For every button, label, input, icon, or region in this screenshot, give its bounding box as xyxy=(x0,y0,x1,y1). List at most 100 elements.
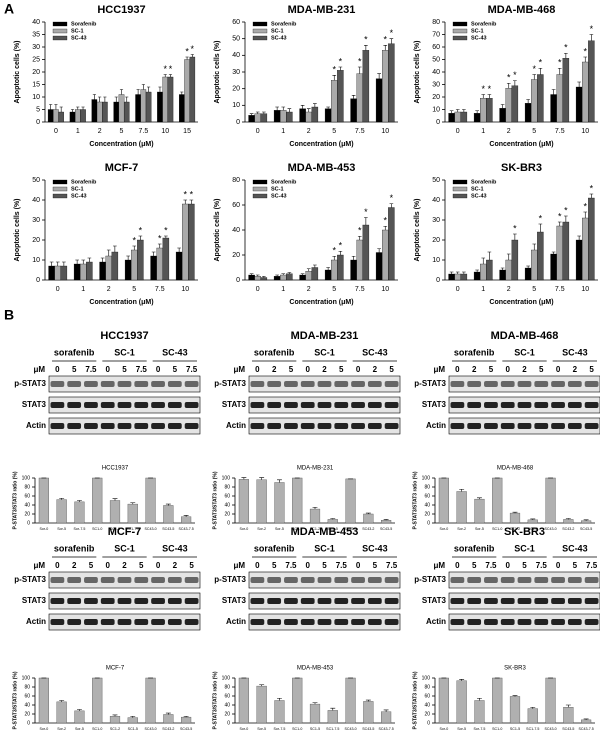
x-tick-label: SC43-2 xyxy=(362,527,374,531)
bar xyxy=(456,491,467,524)
error-bar xyxy=(351,255,356,260)
blot-band xyxy=(184,577,199,583)
bar xyxy=(109,716,121,724)
blot-band xyxy=(100,598,115,604)
y-tick-label: 0 xyxy=(436,119,440,126)
blot-band xyxy=(117,619,132,625)
error-bar xyxy=(300,105,305,109)
error-bar xyxy=(75,259,79,264)
legend-swatch xyxy=(452,35,468,41)
blot-band xyxy=(334,619,349,625)
blot-band xyxy=(250,402,265,408)
blot-band xyxy=(267,619,282,625)
x-tick-label: 1 xyxy=(281,286,285,293)
blot-band xyxy=(351,402,365,408)
blot-band xyxy=(267,381,282,387)
error-bar xyxy=(277,479,282,483)
error-bar xyxy=(500,104,505,109)
blot-band xyxy=(484,402,498,408)
x-axis-label: Concentration (μM) xyxy=(489,141,553,148)
x-tick-label: 10 xyxy=(161,128,169,135)
x-tick-label: Sor-2 xyxy=(457,527,466,531)
blot-band xyxy=(151,619,165,625)
blot-band xyxy=(151,402,165,408)
row-label: p-STAT3 xyxy=(414,575,446,584)
blot-band xyxy=(100,381,115,387)
bar xyxy=(48,265,55,281)
y-tick-label: 80 xyxy=(224,484,230,490)
blot-band xyxy=(484,381,498,387)
bar xyxy=(545,677,556,724)
y-tick-label: 10 xyxy=(32,94,40,101)
error-bar xyxy=(455,109,460,112)
bar xyxy=(184,59,190,123)
blot-band xyxy=(184,402,199,408)
bar xyxy=(531,249,538,281)
blot-band xyxy=(84,619,98,625)
y-tick-label: 50 xyxy=(432,177,440,184)
dose-label: 5 xyxy=(72,365,77,374)
error-bar xyxy=(158,86,162,92)
blot-band xyxy=(384,381,399,387)
blot-band xyxy=(450,619,465,625)
blot-band xyxy=(117,423,132,429)
bar xyxy=(499,108,506,123)
error-bar xyxy=(383,709,389,712)
error-bar xyxy=(589,34,594,41)
row-label: STAT3 xyxy=(22,596,47,605)
chart-title: MDA-MB-231 xyxy=(297,466,334,472)
row-label: STAT3 xyxy=(222,596,247,605)
significance-star: * xyxy=(191,44,195,54)
legend-swatch xyxy=(252,193,268,199)
bar xyxy=(273,110,281,123)
bar xyxy=(356,73,363,123)
bar xyxy=(56,701,67,724)
blot-band xyxy=(567,402,582,408)
legend-swatch xyxy=(452,193,468,199)
row-label: STAT3 xyxy=(422,400,447,409)
bar xyxy=(575,239,583,281)
y-tick-label: 40 xyxy=(432,69,440,76)
dose-label: 5 xyxy=(539,365,544,374)
bar xyxy=(375,78,383,123)
x-tick-label: Sor-0 xyxy=(239,727,248,731)
bar xyxy=(167,76,174,123)
bar xyxy=(460,273,468,281)
error-bar xyxy=(449,271,454,274)
error-bar xyxy=(55,261,60,266)
significance-star: * xyxy=(590,24,594,34)
error-bar xyxy=(125,96,129,102)
legend-swatch xyxy=(52,28,68,34)
bar xyxy=(324,108,332,123)
error-bar xyxy=(77,709,82,711)
bar xyxy=(254,113,261,123)
error-bar xyxy=(189,199,194,204)
dose-label: 0 xyxy=(255,561,260,570)
error-bar xyxy=(312,506,318,510)
error-bar xyxy=(565,704,571,708)
blot-band xyxy=(100,402,115,408)
blot-band xyxy=(167,598,182,604)
x-tick-label: 10 xyxy=(381,286,389,293)
blot-band xyxy=(534,619,549,625)
dose-label: 5 xyxy=(373,561,378,570)
blot-band xyxy=(450,577,465,583)
y-tick-label: 0 xyxy=(36,277,40,284)
error-bar xyxy=(277,697,282,701)
blot-band xyxy=(300,402,315,408)
error-bar xyxy=(377,73,381,79)
blot-band xyxy=(250,598,265,604)
row-label: STAT3 xyxy=(422,596,447,605)
y-tick-label: 60 xyxy=(424,693,430,699)
blot-band xyxy=(184,423,199,429)
error-bar xyxy=(455,271,460,274)
dose-label: 0 xyxy=(455,365,460,374)
error-bar xyxy=(300,273,305,275)
error-bar xyxy=(481,94,486,99)
y-tick-label: 40 xyxy=(32,197,40,204)
blot-band xyxy=(584,402,599,408)
blot-band xyxy=(384,402,399,408)
error-bar xyxy=(512,511,518,514)
error-bar xyxy=(177,247,181,252)
error-bar xyxy=(98,96,102,102)
